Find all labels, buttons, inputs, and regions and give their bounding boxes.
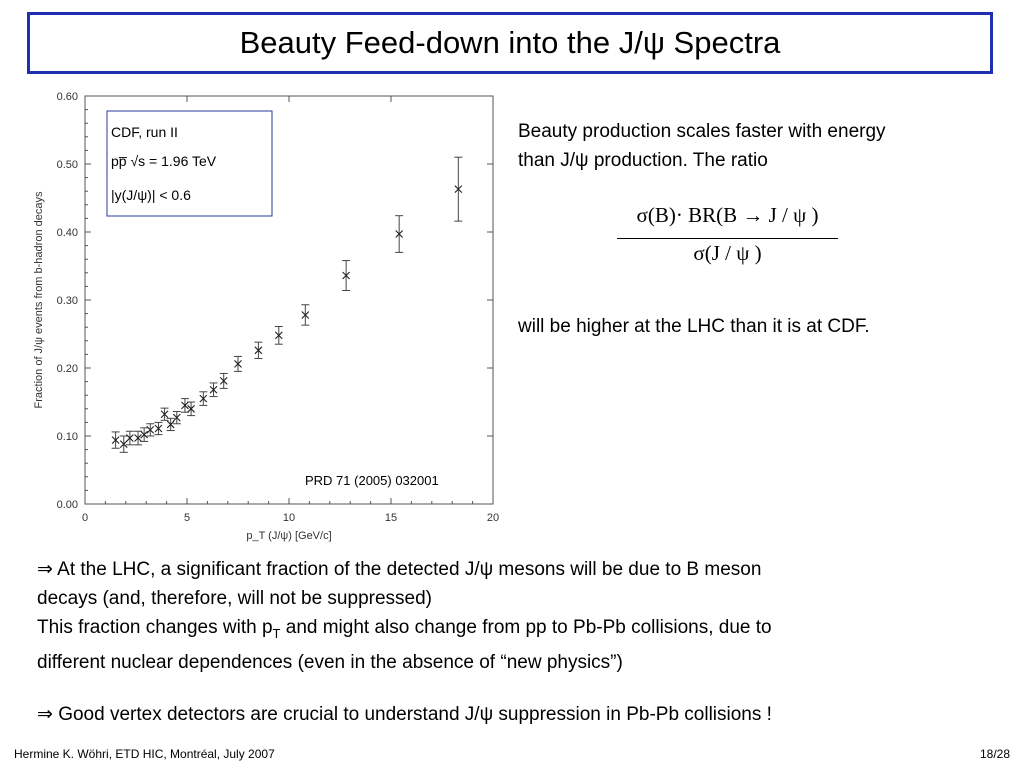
legend-line-3: |y(J/ψ)| < 0.6 xyxy=(111,187,191,203)
data-point xyxy=(395,215,404,253)
data-point xyxy=(134,430,143,446)
y-tick-label: 0.00 xyxy=(57,499,78,511)
y-tick-label: 0.20 xyxy=(57,363,78,375)
x-tick-label: 15 xyxy=(385,512,397,524)
x-tick-label: 10 xyxy=(283,512,295,524)
side-text-1a: Beauty production scales faster with ene… xyxy=(518,121,886,142)
bullet-2: ⇒ Good vertex detectors are crucial to u… xyxy=(37,704,772,725)
chart: 0 5 10 15 20 0.00 0.10 0.20 0.30 0.40 0.50 0.60 CDF… xyxy=(33,91,499,542)
x-tick-label: 20 xyxy=(487,512,499,524)
data-point xyxy=(219,372,228,389)
line-2a: This fraction changes with pT and might … xyxy=(37,613,772,648)
y-tick-label: 0.30 xyxy=(57,295,78,307)
side-text-1: Beauty production scales faster with ene… xyxy=(518,117,886,175)
data-point xyxy=(187,401,196,417)
x-tick-label: 5 xyxy=(184,512,190,524)
ratio-formula: σ(B)· BR(B → J / ψ ) σ(J / ψ ) xyxy=(615,200,840,275)
bullet-1b: decays (and, therefore, will not be supp… xyxy=(37,588,432,609)
title-box: Beauty Feed-down into the J/ψ Spectra xyxy=(27,12,993,74)
y-tick-label: 0.40 xyxy=(57,227,78,239)
data-point xyxy=(209,382,218,398)
side-text-1b: than J/ψ production. The ratio xyxy=(518,150,768,171)
y-tick-label: 0.60 xyxy=(57,91,78,103)
chart-annotation: PRD 71 (2005) 032001 xyxy=(305,473,439,488)
legend-line-1: CDF, run II xyxy=(111,124,178,140)
line-2a-rest: and might also change from pp to Pb-Pb c… xyxy=(280,617,772,638)
fraction-bar xyxy=(617,238,838,239)
data-point xyxy=(254,341,263,359)
y-tick-label: 0.50 xyxy=(57,159,78,171)
data-point xyxy=(454,156,463,222)
data-point xyxy=(301,304,310,326)
bottom-text: ⇒ At the LHC, a significant fraction of … xyxy=(37,555,772,677)
formula-numerator: σ(B)· BR(B → J / ψ ) xyxy=(636,203,819,227)
side-text-2: will be higher at the LHC than it is at … xyxy=(518,316,870,337)
data-point xyxy=(146,423,155,437)
footer-right: 18/28 xyxy=(980,747,1011,761)
y-axis-label: Fraction of J/ψ events from b-hadron dec… xyxy=(33,191,45,408)
x-tick-label: 0 xyxy=(82,512,88,524)
data-point xyxy=(160,407,169,421)
footer-left: Hermine K. Wöhri, ETD HIC, Montréal, Jul… xyxy=(14,747,275,761)
bullet-1a: ⇒ At the LHC, a significant fraction of … xyxy=(37,559,762,580)
data-point xyxy=(119,435,128,453)
data-point xyxy=(199,391,208,406)
data-point xyxy=(172,411,181,425)
data-point xyxy=(342,260,351,291)
x-axis-label: p_T (J/ψ) [GeV/c] xyxy=(246,530,331,542)
line-2b: different nuclear dependences (even in t… xyxy=(37,651,623,673)
legend-box xyxy=(106,110,273,217)
data-point xyxy=(111,431,120,449)
data-point xyxy=(234,355,242,372)
formula-denominator: σ(J / ψ ) xyxy=(693,241,762,265)
line-2a-start: This fraction changes with p xyxy=(37,617,273,638)
data-point xyxy=(180,398,189,413)
data-point xyxy=(166,417,175,432)
line-2a-sub: T xyxy=(272,625,281,641)
y-tick-label: 0.10 xyxy=(57,431,78,443)
data-point xyxy=(274,326,283,345)
data-point xyxy=(154,421,163,436)
data-point xyxy=(140,427,149,442)
legend-line-2: pp̅ √s = 1.96 TeV xyxy=(111,153,217,169)
slide-title: Beauty Feed-down into the J/ψ Spectra xyxy=(239,25,781,60)
data-point xyxy=(125,430,134,446)
